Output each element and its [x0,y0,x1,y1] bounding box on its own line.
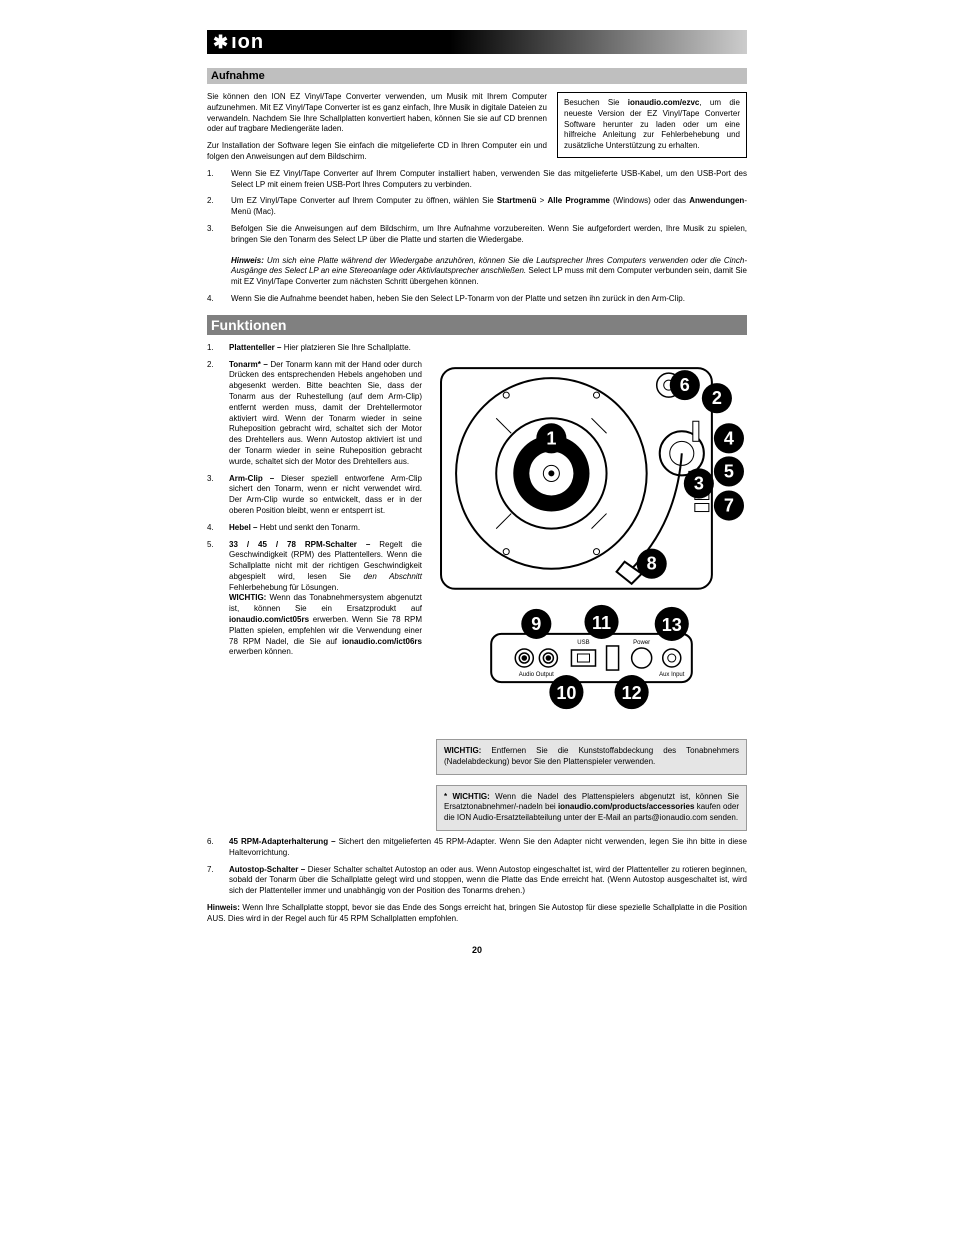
funk-4: 4.Hebel – Hebt und senkt den Tonarm. [207,523,422,534]
label-power: Power [633,640,650,646]
turntable-diagram: 1 6 2 4 5 3 7 8 [436,343,747,724]
sidebox-pre: Besuchen Sie [564,98,628,107]
notice-box-2: * WICHTIG: Wenn die Nadel des Plattenspi… [436,785,747,831]
section-aufnahme-title: Aufnahme [207,68,747,84]
marker-7: 7 [724,495,734,515]
sidebox-url: ionaudio.com/ezvc [628,98,700,107]
step-2-text: Um EZ Vinyl/Tape Converter auf Ihrem Com… [231,196,747,218]
label-audio-out: Audio Output [519,672,554,678]
step-2: 2.Um EZ Vinyl/Tape Converter auf Ihrem C… [207,196,747,218]
logo-text: ıon [231,31,264,54]
marker-1: 1 [546,428,556,448]
section-funktionen-title: Funktionen [207,315,747,335]
marker-5: 5 [724,461,734,481]
side-info-box: Besuchen Sie ionaudio.com/ezvc, um die n… [557,92,747,158]
funktionen-list-wide: 6.45 RPM-Adapterhalterung – Sichert den … [207,837,747,897]
step-3: 3.Befolgen Sie die Anweisungen auf dem B… [207,224,747,246]
marker-9: 9 [531,614,541,634]
brand-logo: ✱ ıon [213,31,264,54]
step-4-text: Wenn Sie die Aufnahme beendet haben, heb… [231,294,747,305]
marker-12: 12 [622,683,642,703]
funk-1: 1.Plattenteller – Hier platzieren Sie Ih… [207,343,422,354]
logo-star-icon: ✱ [213,32,229,53]
funk-3: 3.Arm-Clip – Dieser speziell entworfene … [207,474,422,517]
marker-11: 11 [592,613,611,633]
funk-7: 7.Autostop-Schalter – Dieser Schalter sc… [207,865,747,897]
step-3-text: Befolgen Sie die Anweisungen auf dem Bil… [231,224,747,246]
marker-8: 8 [647,553,657,573]
label-aux-in: Aux Input [659,672,685,678]
hinweis-block: Hinweis: Um sich eine Platte während der… [231,256,747,288]
step-1-text: Wenn Sie EZ Vinyl/Tape Converter auf Ihr… [231,169,747,191]
step-4: 4.Wenn Sie die Aufnahme beendet haben, h… [207,294,747,305]
marker-3: 3 [694,473,704,493]
steps-list-2: 4.Wenn Sie die Aufnahme beendet haben, h… [207,294,747,305]
label-usb: USB [577,640,589,646]
step-1: 1.Wenn Sie EZ Vinyl/Tape Converter auf I… [207,169,747,191]
steps-list: 1.Wenn Sie EZ Vinyl/Tape Converter auf I… [207,169,747,246]
marker-2: 2 [712,388,722,408]
funktionen-list: 1.Plattenteller – Hier platzieren Sie Ih… [207,343,422,659]
funk-2: 2.Tonarm* – Der Tonarm kann mit der Hand… [207,360,422,468]
marker-13: 13 [662,615,682,635]
funk-6: 6.45 RPM-Adapterhalterung – Sichert den … [207,837,747,859]
funk-5: 5.33 / 45 / 78 RPM-Schalter – Regelt die… [207,540,422,659]
page-number: 20 [207,945,747,955]
marker-4: 4 [724,428,734,448]
marker-6: 6 [680,375,690,395]
notice-box-1: WICHTIG: Entfernen Sie die Kunststoffabd… [436,739,747,775]
bottom-hinweis: Hinweis: Wenn Ihre Schallplatte stoppt, … [207,903,747,925]
logo-bar: ✱ ıon [207,30,747,54]
marker-10: 10 [556,683,576,703]
